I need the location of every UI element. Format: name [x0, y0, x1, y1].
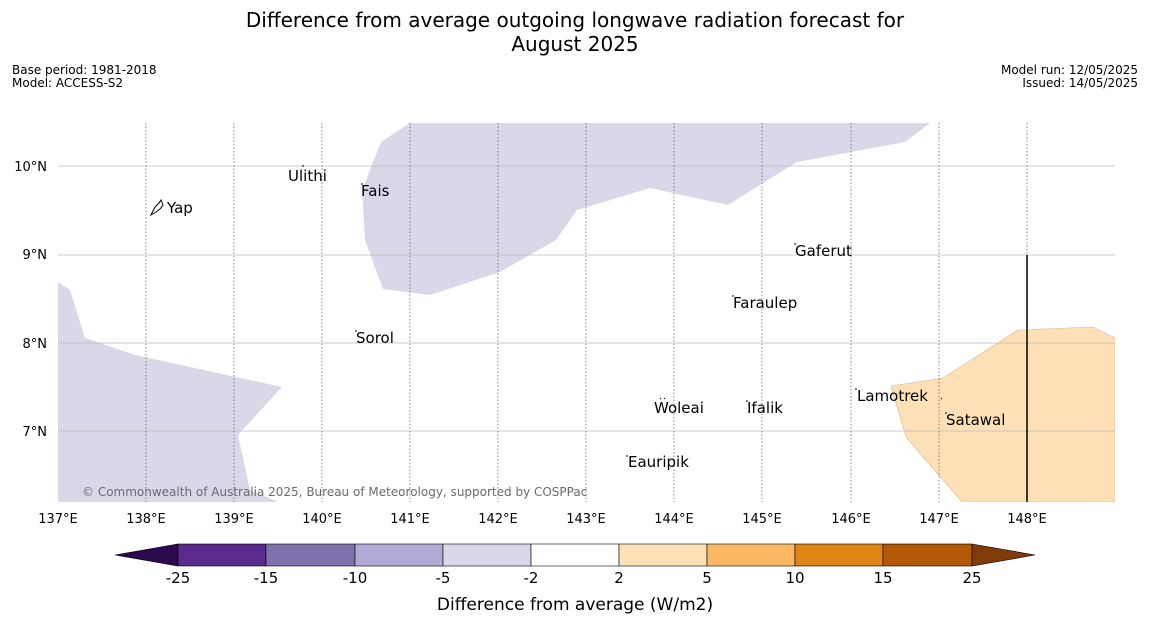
lon-tick-label: 146°E — [831, 512, 871, 527]
colorbar-tick-label: 5 — [702, 569, 712, 587]
colorbar-segment — [177, 543, 267, 567]
lon-tick-label: 147°E — [919, 512, 959, 527]
title-line-2: August 2025 — [511, 32, 639, 56]
place-label-satawal: Satawal — [946, 411, 1005, 429]
colorbar-tick-label: -10 — [343, 569, 368, 587]
colorbar-segment — [794, 543, 884, 567]
lat-tick-label: 9°N — [23, 248, 48, 263]
place-label-ulithi: Ulithi — [288, 167, 327, 185]
lon-tick-labels: 137°E 138°E 139°E 140°E 141°E 142°E 143°… — [38, 512, 1047, 527]
lat-tick-labels: 10°N 9°N 8°N 7°N — [14, 160, 47, 440]
colorbar-labels: -25 -15 -10 -5 -2 2 5 10 15 25 — [166, 569, 982, 587]
place-label-sorol: Sorol — [356, 329, 394, 347]
title-line-1: Difference from average outgoing longwav… — [245, 8, 905, 32]
lon-tick-label: 141°E — [390, 512, 430, 527]
lon-tick-label: 148°E — [1007, 512, 1047, 527]
meta-left: Base period: 1981-2018 Model: ACCESS-S2 — [12, 64, 157, 90]
colorbar-tick-label: -25 — [166, 569, 191, 587]
lon-tick-label: 145°E — [742, 512, 782, 527]
meta-right: Model run: 12/05/2025 Issued: 14/05/2025 — [1001, 64, 1138, 90]
base-period: Base period: 1981-2018 — [12, 63, 157, 77]
model-name: Model: ACCESS-S2 — [12, 76, 124, 90]
yap-island-shape — [149, 198, 164, 217]
place-label-lamotrek: Lamotrek — [857, 387, 928, 405]
colorbar-tick-label: 25 — [962, 569, 981, 587]
lat-tick-label: 7°N — [23, 425, 48, 440]
place-label-fais: Fais — [361, 182, 390, 200]
place-labels: Yap Ulithi Fais Gaferut Faraulep Sorol L… — [166, 167, 1005, 471]
model-run: Model run: 12/05/2025 — [1000, 63, 1138, 77]
colorbar-tick-label: -2 — [524, 569, 539, 587]
colorbar-segment — [354, 543, 444, 567]
region-positive-east — [890, 326, 1115, 502]
lon-tick-label: 137°E — [38, 512, 78, 527]
issued-date: Issued: 14/05/2025 — [1022, 76, 1138, 90]
lon-tick-label: 144°E — [654, 512, 694, 527]
woleai-island-shape — [659, 397, 666, 400]
lon-gridlines — [145, 123, 1028, 502]
colorbar-tick-label: 15 — [873, 569, 892, 587]
lon-tick-label: 142°E — [478, 512, 518, 527]
place-label-gaferut: Gaferut — [795, 242, 852, 260]
colorbar-segment — [706, 543, 796, 567]
lat-tick-label: 8°N — [23, 337, 48, 352]
colorbar-tick-label: -5 — [436, 569, 451, 587]
map-area — [58, 123, 1115, 502]
colorbar-segment — [530, 543, 620, 567]
place-label-woleai: Woleai — [654, 399, 704, 417]
place-label-yap: Yap — [166, 199, 193, 217]
colorbar-extend-high — [971, 543, 1036, 567]
lon-tick-label: 140°E — [302, 512, 342, 527]
colorbar-extend-low — [114, 543, 179, 567]
colorbar-segment — [442, 543, 532, 567]
lon-tick-label: 138°E — [126, 512, 166, 527]
lamotrek-island-shape — [855, 388, 943, 400]
map-title: Difference from average outgoing longwav… — [0, 8, 1150, 56]
copyright-text: © Commonwealth of Australia 2025, Bureau… — [82, 485, 587, 499]
colorbar-segment — [882, 543, 973, 567]
colorbar-segment — [618, 543, 708, 567]
colorbar-tick-label: -15 — [254, 569, 279, 587]
lat-tick-label: 10°N — [14, 160, 47, 175]
place-label-eauripik: Eauripik — [628, 453, 689, 471]
colorbar-segment — [265, 543, 356, 567]
colorbar — [114, 543, 1036, 567]
island-marks — [149, 165, 947, 457]
place-label-ifalik: Ifalik — [747, 399, 783, 417]
colorbar-title: Difference from average (W/m2) — [437, 595, 713, 615]
colorbar-tick-label: 10 — [785, 569, 804, 587]
place-label-faraulep: Faraulep — [733, 294, 797, 312]
region-negative-west — [58, 282, 282, 502]
lon-tick-label: 143°E — [566, 512, 606, 527]
lon-tick-label: 139°E — [214, 512, 254, 527]
colorbar-tick-label: 2 — [614, 569, 624, 587]
